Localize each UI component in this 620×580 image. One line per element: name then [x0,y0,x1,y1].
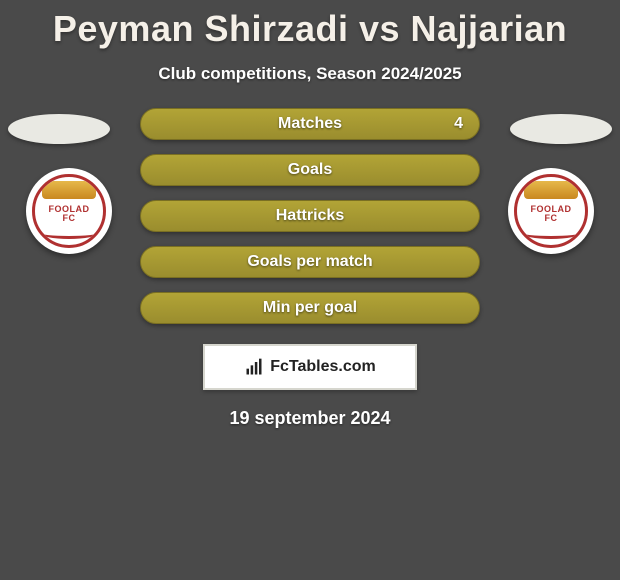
badge-swoosh [40,227,98,239]
badge-top-shape [524,181,578,199]
page-title: Peyman Shirzadi vs Najjarian [0,0,620,50]
bar-chart-icon [244,357,264,377]
stat-bar-goals: Goals [140,154,480,186]
badge-swoosh [522,227,580,239]
stat-bars: Matches 4 Goals Hattricks Goals per matc… [140,108,480,324]
stat-label: Hattricks [141,207,479,225]
badge-text-line2: FC [63,213,76,223]
stat-value-right: 4 [454,115,463,133]
stat-bar-hattricks: Hattricks [140,200,480,232]
club-badge-right: FOOLAD FC [508,168,594,254]
badge-top-shape [42,181,96,199]
fctables-label: FcTables.com [270,358,376,376]
stat-label: Matches [141,115,479,133]
subtitle: Club competitions, Season 2024/2025 [0,64,620,84]
badge-text: FOOLAD FC [531,205,572,223]
club-badge-left-inner: FOOLAD FC [32,174,106,248]
badge-text: FOOLAD FC [49,205,90,223]
fctables-watermark: FcTables.com [203,344,417,390]
player-left-oval [8,114,110,144]
stat-label: Goals per match [141,253,479,271]
date-label: 19 september 2024 [0,408,620,429]
stat-label: Min per goal [141,299,479,317]
stat-bar-matches: Matches 4 [140,108,480,140]
stat-bar-min-per-goal: Min per goal [140,292,480,324]
club-badge-left: FOOLAD FC [26,168,112,254]
comparison-arena: FOOLAD FC FOOLAD FC Matches 4 Goals Hatt… [0,108,620,429]
club-badge-right-inner: FOOLAD FC [514,174,588,248]
player-right-oval [510,114,612,144]
stat-label: Goals [141,161,479,179]
stat-bar-goals-per-match: Goals per match [140,246,480,278]
badge-text-line2: FC [545,213,558,223]
